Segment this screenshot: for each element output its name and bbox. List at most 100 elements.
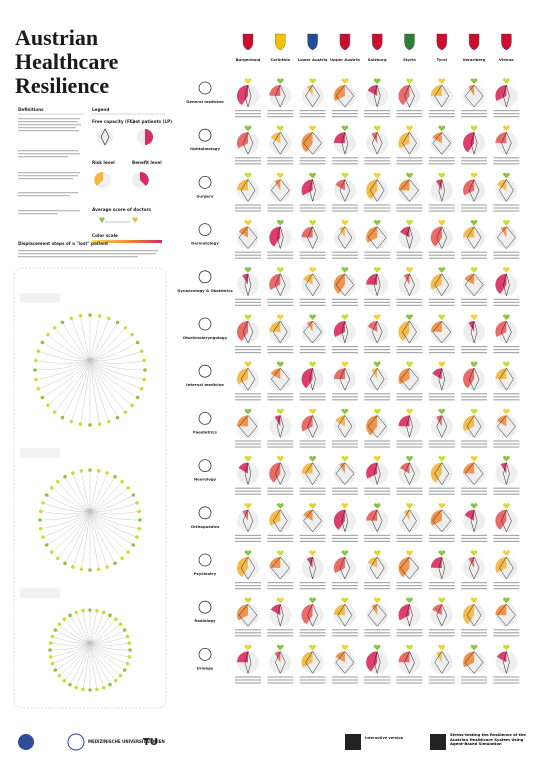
glyph-arc bbox=[301, 462, 313, 474]
glyph-caption bbox=[461, 493, 488, 495]
network-node bbox=[101, 610, 106, 615]
glyph-diamond bbox=[400, 556, 419, 580]
glyph-arc bbox=[495, 509, 507, 530]
glyph-caption bbox=[428, 157, 455, 159]
state-headers: Burgenland Carinthia Lower Austria Upper Au… bbox=[236, 33, 514, 62]
glyph-caption bbox=[267, 588, 294, 590]
network-node bbox=[126, 486, 131, 490]
glyph-caption bbox=[235, 490, 261, 492]
logo bbox=[18, 734, 34, 750]
glyph-diamond bbox=[371, 509, 383, 533]
network-edge bbox=[42, 502, 91, 512]
glyph-arc bbox=[430, 226, 442, 247]
glyph-arc bbox=[436, 179, 442, 191]
network-node bbox=[123, 410, 128, 414]
glyph-diamond bbox=[466, 603, 482, 627]
glyph-arc bbox=[430, 85, 442, 96]
glyph-heart bbox=[276, 125, 284, 132]
network-node bbox=[113, 474, 117, 479]
glyph-caption bbox=[267, 676, 294, 678]
glyph-caption bbox=[364, 163, 391, 165]
glyph-arc bbox=[237, 85, 248, 106]
glyph-caption bbox=[364, 537, 391, 539]
glyph-caption bbox=[235, 582, 261, 584]
network-node bbox=[40, 340, 45, 345]
glyph-diamond bbox=[307, 603, 318, 627]
glyph-caption bbox=[364, 349, 391, 351]
glyph-caption bbox=[396, 254, 423, 256]
glyph-caption bbox=[396, 207, 423, 209]
qr-code[interactable] bbox=[430, 734, 446, 750]
glyph-caption bbox=[299, 349, 326, 351]
glyph-heart bbox=[244, 361, 252, 368]
glyph-caption bbox=[493, 534, 520, 536]
glyph-arc bbox=[301, 604, 313, 625]
network-edge bbox=[35, 358, 91, 380]
glyph-caption bbox=[461, 490, 488, 492]
glyph-caption bbox=[493, 163, 520, 165]
glyph-caption bbox=[396, 251, 423, 253]
glyph-heart bbox=[438, 125, 446, 132]
glyph-caption bbox=[461, 682, 488, 684]
qr-code[interactable] bbox=[345, 734, 361, 750]
network-edge bbox=[76, 612, 91, 643]
glyph-caption bbox=[493, 304, 520, 306]
glyph-diamond bbox=[341, 508, 349, 533]
glyph-caption bbox=[235, 396, 261, 398]
glyph-caption bbox=[267, 207, 294, 209]
network-edge bbox=[59, 641, 91, 676]
glyph-caption bbox=[396, 298, 423, 300]
glyph-caption bbox=[299, 490, 326, 492]
network-edge bbox=[89, 322, 118, 360]
glyph-caption bbox=[331, 676, 358, 678]
glyph-heart bbox=[470, 267, 478, 273]
glyph-caption bbox=[299, 632, 326, 634]
glyph-caption bbox=[267, 113, 294, 115]
glyph-caption bbox=[461, 207, 488, 209]
glyph-caption bbox=[493, 679, 520, 681]
glyph-arc bbox=[236, 321, 248, 342]
glyph-heart bbox=[244, 644, 252, 651]
network-node bbox=[96, 468, 101, 473]
glyph-caption bbox=[331, 346, 358, 348]
glyph-diamond bbox=[464, 651, 484, 674]
glyph-arc bbox=[237, 179, 248, 191]
glyph-caption bbox=[428, 116, 455, 118]
state-label: Carinthia bbox=[270, 57, 290, 62]
glyph-caption bbox=[235, 298, 261, 300]
network-edge bbox=[89, 334, 133, 360]
specialty-icon bbox=[198, 553, 212, 567]
glyph-caption bbox=[331, 160, 358, 162]
glyph-heart bbox=[276, 314, 284, 320]
glyph-heart bbox=[438, 550, 446, 556]
network-node bbox=[105, 565, 109, 569]
glyph-diamond bbox=[240, 556, 256, 580]
specialty-label: Internal medicine bbox=[186, 382, 224, 387]
network-node bbox=[137, 526, 142, 531]
glyph-caption bbox=[364, 298, 391, 300]
glyph-arc bbox=[269, 226, 281, 247]
glyph-diamond bbox=[339, 556, 351, 580]
glyph-caption bbox=[428, 251, 455, 253]
glyph-caption bbox=[267, 210, 294, 212]
footer-text: Stress-testing the Resilience of the Aus… bbox=[450, 733, 526, 747]
network-edge bbox=[89, 619, 116, 643]
network-node bbox=[113, 561, 117, 566]
glyph-heart bbox=[373, 172, 381, 179]
glyph-caption bbox=[267, 301, 294, 303]
glyph-diamond bbox=[466, 226, 482, 250]
network-edge bbox=[89, 615, 111, 643]
glyph-caption bbox=[267, 204, 294, 206]
glyph-caption bbox=[396, 540, 423, 542]
glyph-caption bbox=[235, 493, 261, 495]
glyph-caption bbox=[235, 635, 261, 637]
glyph-arc bbox=[463, 226, 475, 238]
network-node bbox=[46, 403, 50, 408]
glyph-caption bbox=[299, 537, 326, 539]
glyph-caption bbox=[461, 487, 488, 489]
glyph-arc bbox=[367, 321, 378, 332]
network-node bbox=[62, 678, 67, 683]
state-label: Vienna bbox=[499, 57, 514, 62]
glyph-caption bbox=[235, 116, 261, 118]
network-edge bbox=[89, 509, 116, 564]
